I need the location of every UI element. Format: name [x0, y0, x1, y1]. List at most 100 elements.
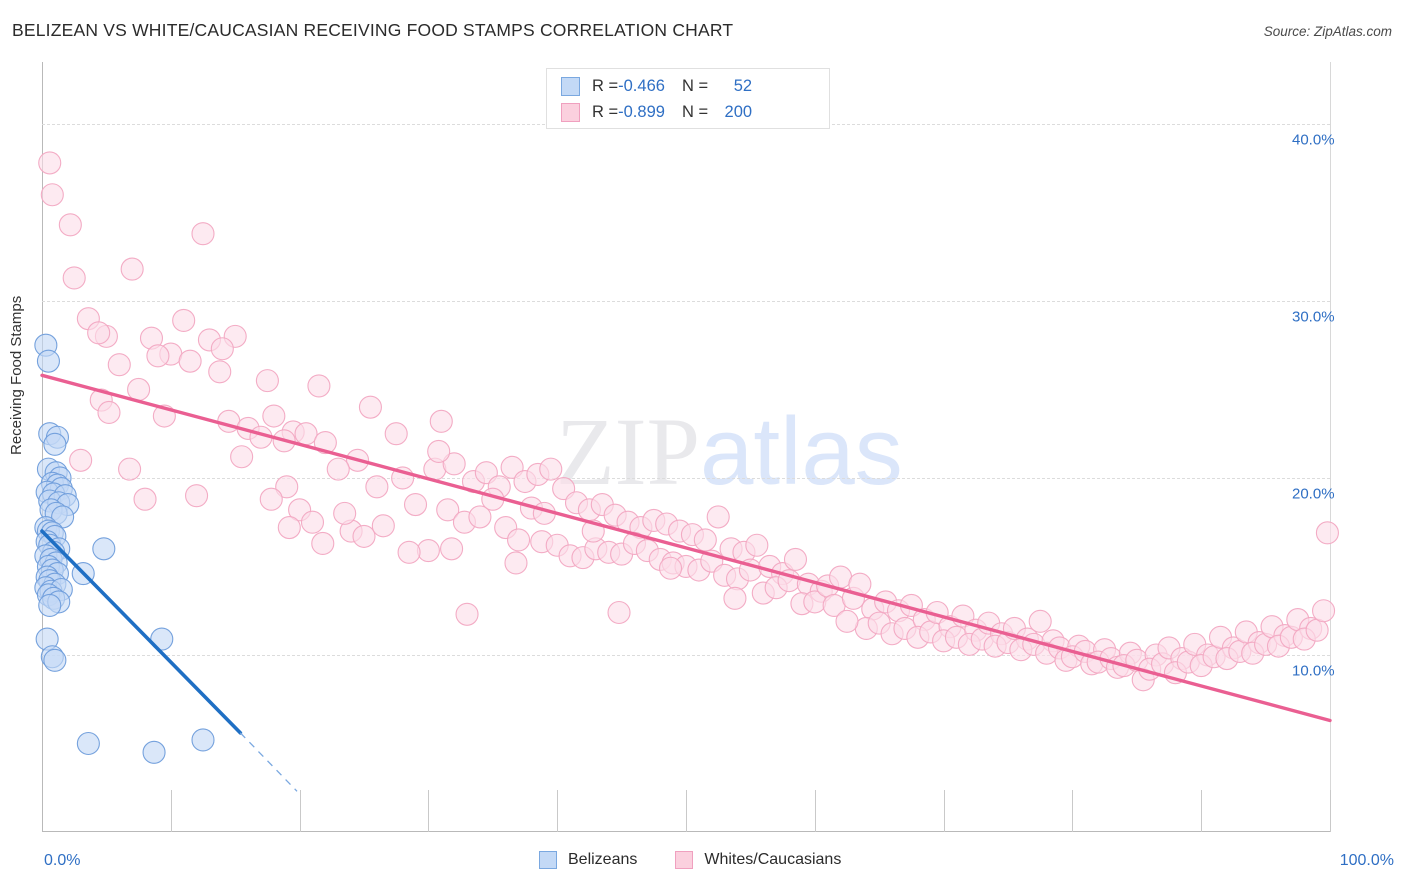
data-point [745, 533, 769, 557]
data-point [210, 337, 234, 361]
data-point [507, 528, 531, 552]
stats-n-label-0: N = [681, 76, 709, 95]
data-point [178, 349, 202, 373]
y-axis-label-40: 40.0% [1292, 131, 1335, 149]
legend-item-belizeans[interactable]: Belizeans [539, 851, 637, 869]
gridline-30 [42, 300, 1330, 302]
data-point [191, 222, 215, 246]
data-point [255, 369, 279, 393]
legend-swatch-whites [675, 851, 694, 869]
stats-row-belizeans: R = -0.466 N = 52 [561, 73, 752, 99]
data-point [127, 377, 151, 402]
data-point [120, 257, 144, 281]
data-point [97, 400, 121, 425]
data-point [307, 374, 331, 398]
legend-item-whites[interactable]: Whites/Caucasians [675, 851, 841, 869]
plot-area [34, 62, 1339, 832]
x-tick-40 [557, 790, 559, 832]
data-point [275, 475, 299, 499]
data-point [403, 492, 428, 517]
data-point [40, 183, 64, 207]
data-point [397, 540, 421, 564]
chart-legend: Belizeans Whites/Caucasians [539, 851, 879, 869]
trendline-belizeans [40, 529, 243, 735]
legend-label-whites: Whites/Caucasians [704, 851, 842, 868]
y-axis-label-10: 10.0% [1292, 662, 1335, 680]
data-point [294, 422, 318, 446]
y-axis-line [42, 62, 43, 832]
scatter-canvas [34, 151, 1339, 792]
data-point [191, 728, 215, 752]
data-point [277, 515, 301, 540]
gridline-20 [42, 477, 1330, 479]
data-point [723, 586, 747, 610]
watermark-zip: ZIP [556, 398, 700, 505]
data-point [658, 556, 683, 580]
stats-r-value-1: -0.899 [618, 102, 665, 121]
data-point [1305, 618, 1329, 642]
stats-n-value-0: 52 [733, 76, 753, 95]
stats-n-value-1: 200 [724, 102, 753, 121]
data-point [38, 593, 62, 617]
data-point [58, 213, 82, 237]
data-point [259, 487, 283, 511]
data-point [69, 448, 93, 472]
y-axis-label-20: 20.0% [1292, 485, 1335, 503]
page-title: BELIZEAN VS WHITE/CAUCASIAN RECEIVING FO… [12, 20, 734, 40]
data-point [87, 321, 111, 345]
data-point [706, 505, 730, 529]
data-point [1312, 599, 1336, 623]
x-axis-min-label: 0.0% [44, 852, 81, 869]
data-point [311, 531, 335, 556]
data-point [365, 475, 389, 499]
data-point [1315, 521, 1339, 545]
trendline-belizeans-extension [239, 732, 298, 792]
data-point [333, 501, 357, 525]
x-tick-60 [814, 790, 816, 832]
correlation-stats-box: R = -0.466 N = 52 R = -0.899 N = 200 [546, 68, 830, 129]
data-point [416, 538, 440, 563]
data-point [118, 457, 142, 481]
stats-row-whites: R = -0.899 N = 200 [561, 99, 752, 125]
data-point [92, 537, 116, 561]
y-axis-title: Receiving Food Stamps [8, 295, 25, 455]
stats-n-label-1: N = [681, 102, 709, 121]
data-point [835, 609, 859, 633]
data-point [783, 547, 808, 571]
legend-swatch-belizeans [539, 851, 557, 869]
data-point [43, 432, 67, 456]
data-point [76, 731, 100, 756]
y-axis-label-30: 30.0% [1292, 308, 1335, 326]
data-point [442, 452, 466, 476]
x-tick-100 [1330, 790, 1331, 832]
x-tick-30 [428, 790, 430, 832]
series-whites-caucasians [38, 151, 1339, 692]
data-point [1028, 609, 1052, 633]
x-tick-10 [170, 790, 172, 832]
data-point [300, 510, 325, 534]
data-point [693, 528, 717, 552]
data-point [262, 404, 286, 428]
stats-swatch-whites [561, 102, 580, 122]
x-tick-50 [686, 790, 687, 832]
stats-swatch-belizeans [561, 76, 580, 96]
data-point [107, 353, 131, 377]
watermark: ZIPatlas [556, 404, 903, 500]
plot-right-border [1330, 62, 1331, 832]
trendline-whites [40, 373, 1332, 723]
x-tick-90 [1201, 790, 1203, 832]
data-point [230, 445, 254, 469]
data-point [62, 266, 86, 290]
data-point [504, 551, 528, 575]
data-point [352, 524, 376, 548]
data-point [326, 457, 350, 481]
data-point [38, 151, 62, 175]
data-point [358, 395, 382, 419]
stats-r-label-1: R = [592, 102, 619, 121]
data-point [429, 409, 453, 433]
watermark-atlas: atlas [700, 398, 903, 505]
x-axis-max-label: 100.0% [1339, 852, 1394, 869]
data-point [455, 602, 479, 626]
data-point [468, 505, 492, 529]
data-point [36, 349, 60, 373]
